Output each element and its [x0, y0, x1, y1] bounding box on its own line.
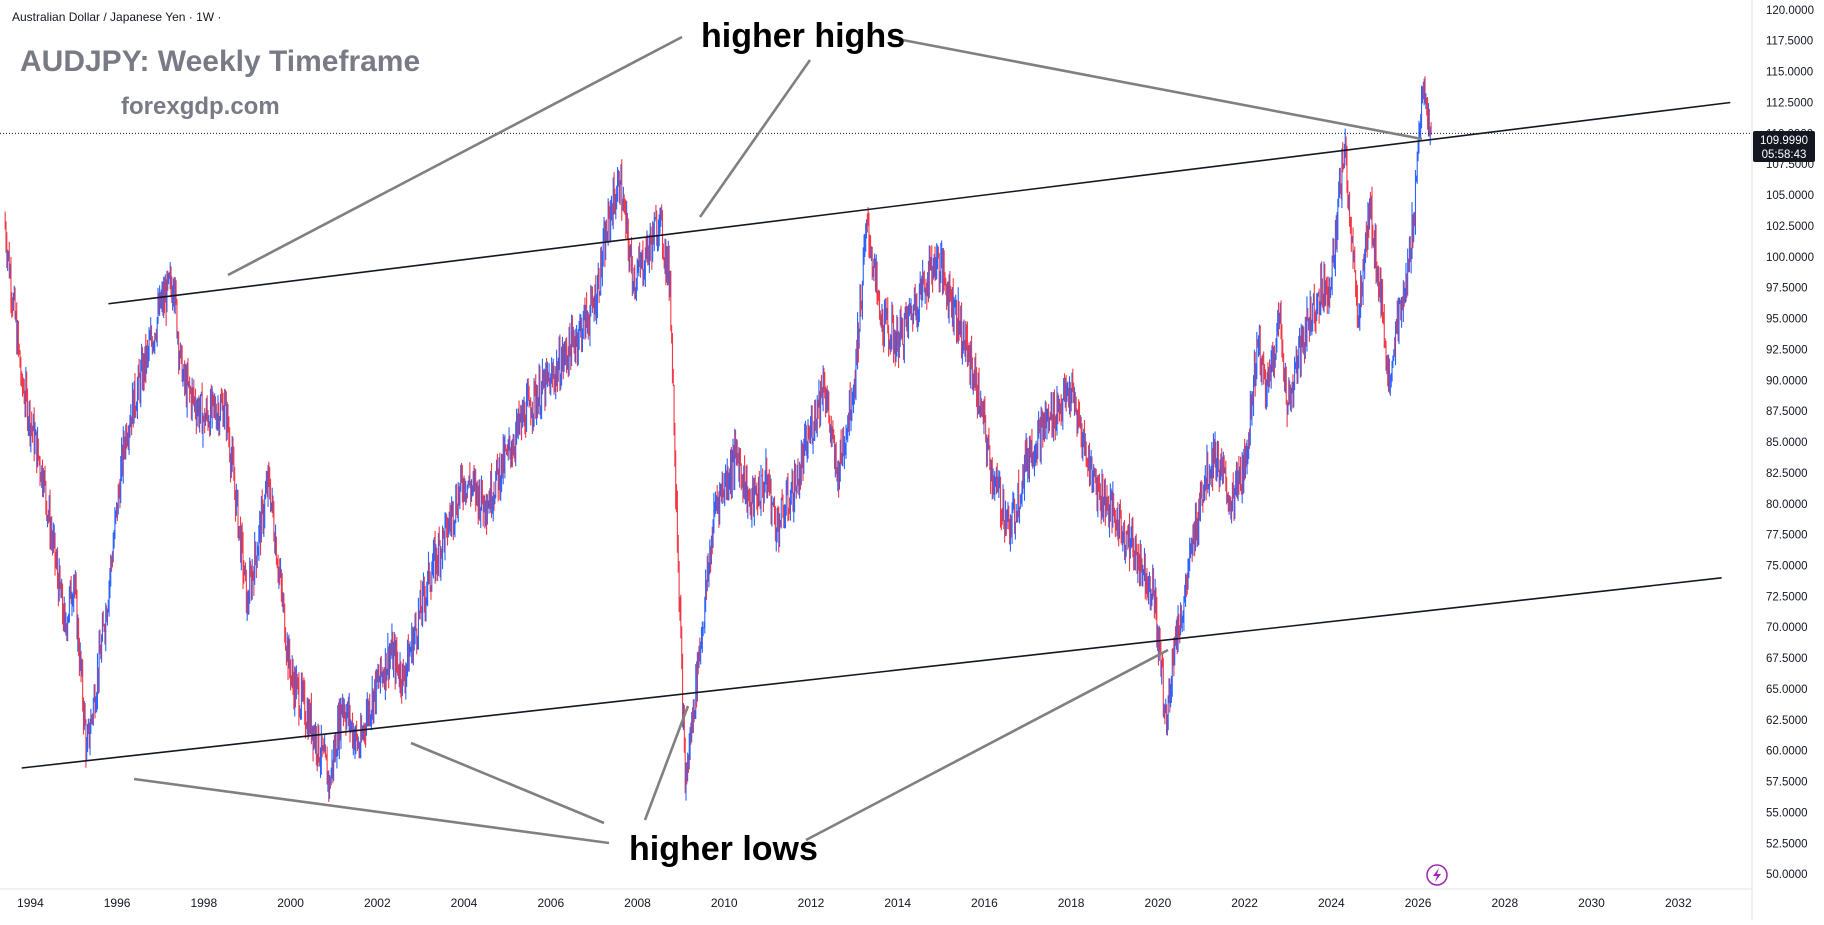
y-tick-label: 72.5000	[1766, 591, 1808, 603]
y-tick-label: 67.5000	[1766, 653, 1808, 665]
x-tick-label: 2026	[1405, 896, 1432, 910]
x-tick-label: 2028	[1491, 896, 1518, 910]
y-tick-label: 92.5000	[1766, 344, 1808, 356]
y-tick-label: 100.0000	[1766, 252, 1814, 264]
y-tick-label: 60.0000	[1766, 746, 1808, 758]
x-tick-label: 1994	[17, 896, 44, 910]
x-tick-label: 2020	[1145, 896, 1172, 910]
x-tick-label: 2022	[1231, 896, 1258, 910]
symbol-header: Australian Dollar / Japanese Yen · 1W ·	[12, 10, 221, 24]
y-tick-label: 95.0000	[1766, 314, 1808, 326]
y-tick-label: 75.0000	[1766, 561, 1808, 573]
price-tag-value: 109.9990	[1760, 135, 1808, 147]
x-tick-label: 2024	[1318, 896, 1345, 910]
price-tag-countdown: 05:58:43	[1762, 149, 1807, 161]
x-tick-label: 2010	[711, 896, 738, 910]
higher-highs-label: higher highs	[701, 17, 905, 55]
y-tick-label: 70.0000	[1766, 622, 1808, 634]
y-tick-label: 120.0000	[1766, 5, 1814, 17]
y-tick-label: 55.0000	[1766, 807, 1808, 819]
y-tick-label: 80.0000	[1766, 499, 1808, 511]
x-tick-label: 2012	[798, 896, 825, 910]
lightning-icon[interactable]	[1427, 865, 1447, 885]
y-tick-label: 112.5000	[1766, 98, 1813, 110]
y-tick-label: 90.0000	[1766, 375, 1808, 387]
x-tick-label: 2006	[537, 896, 564, 910]
y-tick-label: 87.5000	[1766, 406, 1808, 418]
x-tick-label: 2016	[971, 896, 998, 910]
x-tick-label: 1996	[104, 896, 131, 910]
y-tick-label: 77.5000	[1766, 530, 1808, 542]
y-tick-label: 117.5000	[1766, 36, 1813, 48]
x-tick-label: 1998	[190, 896, 217, 910]
x-tick-label: 2004	[451, 896, 478, 910]
x-tick-label: 2008	[624, 896, 651, 910]
higher-lows-label: higher lows	[629, 830, 818, 868]
y-tick-label: 85.0000	[1766, 437, 1808, 449]
y-tick-label: 52.5000	[1766, 838, 1808, 850]
x-tick-label: 2030	[1578, 896, 1605, 910]
y-tick-label: 62.5000	[1766, 715, 1808, 727]
x-tick-label: 2018	[1058, 896, 1085, 910]
y-tick-label: 57.5000	[1766, 777, 1808, 789]
x-tick-label: 2000	[277, 896, 304, 910]
website-label: forexgdp.com	[121, 93, 280, 120]
y-tick-label: 97.5000	[1766, 283, 1808, 295]
x-tick-label: 2002	[364, 896, 391, 910]
y-tick-label: 65.0000	[1766, 684, 1808, 696]
y-tick-label: 105.0000	[1766, 190, 1814, 202]
y-tick-label: 115.0000	[1766, 67, 1813, 79]
y-tick-label: 82.5000	[1766, 468, 1808, 480]
x-tick-label: 2032	[1665, 896, 1692, 910]
y-tick-label: 50.0000	[1766, 869, 1808, 881]
y-tick-label: 102.5000	[1766, 221, 1814, 233]
x-tick-label: 2014	[884, 896, 911, 910]
chart-title: AUDJPY: Weekly Timeframe	[20, 45, 420, 78]
